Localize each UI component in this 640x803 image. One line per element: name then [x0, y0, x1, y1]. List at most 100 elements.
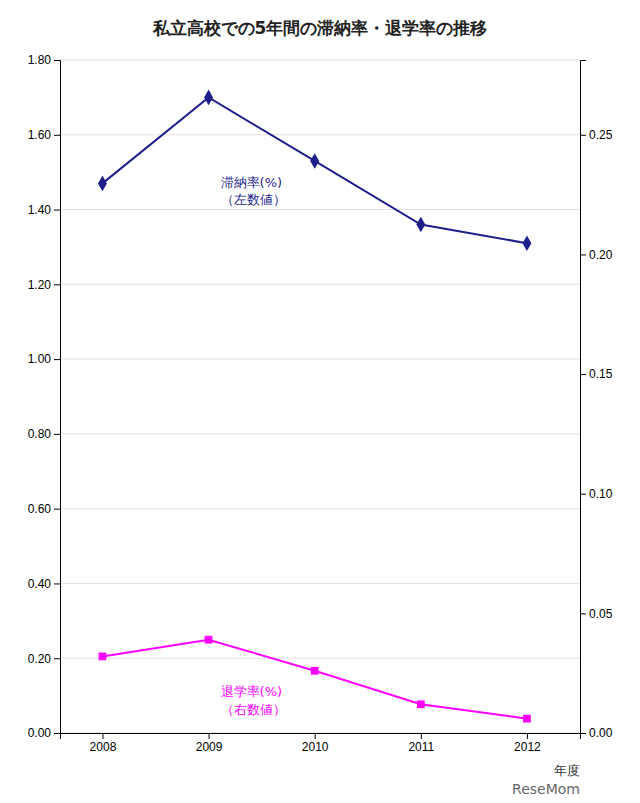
tick-mark	[527, 733, 528, 739]
grid-line	[60, 508, 580, 509]
tick-label: 0.20	[28, 652, 52, 666]
marker	[417, 700, 425, 708]
tick: 2012	[514, 733, 541, 754]
tick-mark	[102, 733, 103, 739]
tick: 0.20	[580, 248, 613, 262]
tick: 2009	[196, 733, 223, 754]
tick-label: 2011	[408, 740, 434, 754]
tick-mark	[580, 613, 586, 614]
tick-label: 0.25	[589, 128, 613, 142]
tick-mark	[54, 284, 60, 285]
grid-line	[60, 433, 580, 434]
line	[102, 640, 526, 719]
tick-mark	[580, 494, 586, 495]
tick: 0.20	[28, 652, 60, 666]
tick: 1.60	[28, 128, 60, 142]
marker	[522, 235, 531, 251]
tick: 0.15	[580, 367, 613, 381]
tick: 2008	[90, 733, 117, 754]
line	[102, 97, 526, 243]
tick-label: 0.15	[589, 367, 613, 381]
marker	[311, 667, 319, 675]
grid	[60, 60, 580, 733]
annotation-line: ReseMom	[512, 781, 580, 797]
tick: 0.60	[28, 502, 60, 516]
grid-line	[60, 60, 580, 61]
marker	[416, 217, 425, 233]
marker	[310, 153, 319, 169]
marker	[99, 653, 107, 661]
tick: 0.80	[28, 427, 60, 441]
y-axis: 0.00 0.20 0.40 0.60 0.80 1.00 1.20 1.40 1.60 1.80	[28, 53, 61, 740]
grid-line	[60, 359, 580, 360]
grid-line	[60, 134, 580, 135]
x-axis: 2008 2009 2010 2011 2012	[61, 733, 581, 754]
tick-label: 0.05	[589, 607, 613, 621]
tick-label: 1.00	[28, 352, 52, 366]
marker	[204, 90, 213, 106]
tick: 2010	[302, 733, 329, 754]
grid-line	[60, 583, 580, 584]
tick: 1.80	[28, 53, 60, 67]
tick-mark	[315, 733, 316, 739]
tick-mark	[209, 733, 210, 739]
tick-mark	[54, 583, 60, 584]
annotation-line: 滞納率(%)	[221, 175, 282, 190]
tick-mark	[421, 733, 422, 739]
marker	[205, 636, 213, 644]
axis-line	[54, 61, 61, 734]
tick-mark	[54, 509, 60, 510]
tick: 0.40	[28, 577, 60, 591]
tick-label: 1.20	[28, 278, 52, 292]
tick-label: 1.40	[28, 203, 52, 217]
tick-mark	[54, 658, 60, 659]
tick-mark	[54, 135, 60, 136]
plot-area	[98, 90, 531, 723]
axis-line	[581, 61, 587, 734]
marker	[98, 176, 107, 192]
tick: 1.40	[28, 203, 60, 217]
tick-label: 0.40	[28, 577, 52, 591]
tick-label: 0.10	[589, 487, 613, 501]
tick-mark	[54, 60, 60, 61]
y2-axis: 0.00 0.05 0.10 0.15 0.20 0.25	[580, 61, 613, 741]
annotation-line: （左数値）	[221, 192, 286, 207]
tick-label: 2012	[514, 740, 541, 754]
annotation-line: （右数値）	[221, 702, 286, 717]
tick-label: 0.00	[589, 726, 613, 740]
series-label: 退学率(%) （右数値）	[221, 684, 286, 717]
tick-label: 0.20	[589, 248, 613, 262]
tick-mark	[580, 254, 586, 255]
tick-label: 2010	[302, 740, 329, 754]
tick-label: 0.60	[28, 502, 52, 516]
x-label: 年度	[554, 763, 580, 778]
chart: 私立高校での5年間の滞納率・退学率の推移20082009201020112012…	[0, 0, 640, 803]
tick-mark	[580, 374, 586, 375]
tick: 0.25	[580, 128, 613, 142]
tick-mark	[580, 135, 586, 136]
grid-line	[60, 209, 580, 210]
tick-mark	[54, 434, 60, 435]
tick: 0.10	[580, 487, 613, 501]
tick-label: 0.80	[28, 427, 52, 441]
series-label: 滞納率(%) （左数値）	[221, 175, 286, 208]
tick: 0.05	[580, 607, 613, 621]
axis-line	[61, 734, 581, 740]
grid-line	[60, 658, 580, 659]
grid-line	[60, 284, 580, 285]
tick: 1.00	[28, 352, 60, 366]
annotation-line: 退学率(%)	[221, 684, 282, 699]
source-label: ReseMom	[512, 781, 580, 797]
marker	[523, 715, 531, 723]
tick-label: 1.80	[28, 53, 52, 67]
tick: 0.00	[580, 726, 613, 740]
tick-mark	[54, 359, 60, 360]
tick-mark	[54, 733, 60, 734]
annotations: 滞納率(%) （左数値） 退学率(%) （右数値） ReseMom	[221, 175, 580, 797]
tick-label: 0.00	[28, 726, 52, 740]
tick: 2011	[408, 733, 434, 754]
tick: 0.00	[28, 726, 60, 740]
tick-label: 1.60	[28, 128, 52, 142]
tick-mark	[580, 733, 586, 734]
tick-label: 2009	[196, 740, 223, 754]
